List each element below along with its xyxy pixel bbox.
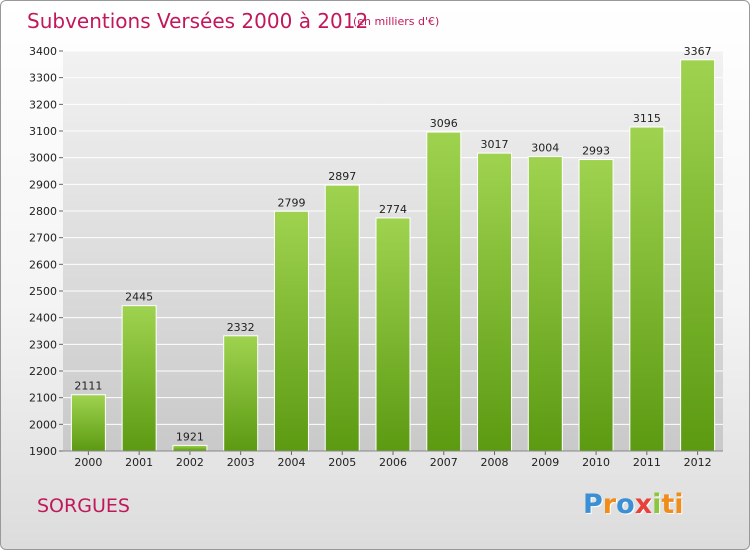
x-tick-label: 2011 xyxy=(633,456,661,469)
bar-2003 xyxy=(223,335,259,452)
bar-2004 xyxy=(273,210,309,452)
y-tick-label: 2900 xyxy=(29,178,57,191)
x-tick-label: 2007 xyxy=(430,456,458,469)
bar-2010 xyxy=(578,159,614,452)
bar-2011 xyxy=(629,126,665,452)
y-tick-label: 3300 xyxy=(29,72,57,85)
city-name: SORGUES xyxy=(37,495,130,517)
bar-value-label: 2332 xyxy=(227,321,255,334)
bar-2005 xyxy=(324,184,360,452)
chart-title: Subventions Versées 2000 à 2012 xyxy=(27,9,369,33)
x-tick-label: 2002 xyxy=(176,456,204,469)
bar-2000 xyxy=(70,394,106,452)
y-tick-label: 2300 xyxy=(29,338,57,351)
x-tick-label: 2003 xyxy=(227,456,255,469)
y-tick-label: 3000 xyxy=(29,152,57,165)
y-tick-label: 3100 xyxy=(29,125,57,138)
bar-value-label: 2799 xyxy=(277,196,305,209)
y-tick-label: 2700 xyxy=(29,232,57,245)
bar-value-label: 2897 xyxy=(328,170,356,183)
x-tick-label: 2001 xyxy=(125,456,153,469)
bar-value-label: 3017 xyxy=(481,138,509,151)
y-tick-label: 3400 xyxy=(29,45,57,58)
x-axis: 2000 2001 2002 2003 2004 2005 2006 2007 2008 2009… xyxy=(74,451,712,469)
y-tick-label: 1900 xyxy=(29,445,57,458)
x-tick-label: 2010 xyxy=(582,456,610,469)
x-tick-label: 2005 xyxy=(328,456,356,469)
proxiti-logo: Proxiti xyxy=(583,489,684,520)
y-tick-label: 2500 xyxy=(29,285,57,298)
x-tick-label: 2000 xyxy=(74,456,102,469)
bar-2006 xyxy=(375,217,411,452)
x-tick-label: 2008 xyxy=(481,456,509,469)
bar-value-label: 3367 xyxy=(684,45,712,58)
bar-value-label: 1921 xyxy=(176,430,204,443)
y-tick-label: 2400 xyxy=(29,312,57,325)
x-tick-label: 2012 xyxy=(684,456,712,469)
bar-value-label: 3115 xyxy=(633,112,661,125)
bar-2001 xyxy=(121,305,157,452)
bar-2002 xyxy=(172,444,208,452)
y-tick-label: 2600 xyxy=(29,258,57,271)
chart-unit: (en milliers d'€) xyxy=(353,15,440,28)
bar-2007 xyxy=(426,131,462,452)
y-tick-label: 2800 xyxy=(29,205,57,218)
bar-value-label: 2774 xyxy=(379,203,407,216)
y-axis: 1900 2000 2100 2200 2300 2400 2500 2600 2700 2800… xyxy=(29,45,63,458)
y-tick-label: 2200 xyxy=(29,365,57,378)
bars: 2111 2445 1921 2332 2799 2897 2774 3096 3017 3004… xyxy=(70,45,716,452)
y-tick-label: 2100 xyxy=(29,392,57,405)
y-tick-label: 3200 xyxy=(29,98,57,111)
bar-value-label: 2445 xyxy=(125,291,153,304)
bar-value-label: 2993 xyxy=(582,145,610,158)
bar-2008 xyxy=(477,152,513,452)
y-tick-label: 2000 xyxy=(29,418,57,431)
bar-value-label: 3004 xyxy=(531,142,559,155)
x-tick-label: 2009 xyxy=(531,456,559,469)
bar-value-label: 3096 xyxy=(430,117,458,130)
bar-2009 xyxy=(527,156,563,452)
x-tick-label: 2004 xyxy=(277,456,305,469)
bar-2012 xyxy=(680,59,716,452)
bar-value-label: 2111 xyxy=(74,380,102,393)
x-tick-label: 2006 xyxy=(379,456,407,469)
